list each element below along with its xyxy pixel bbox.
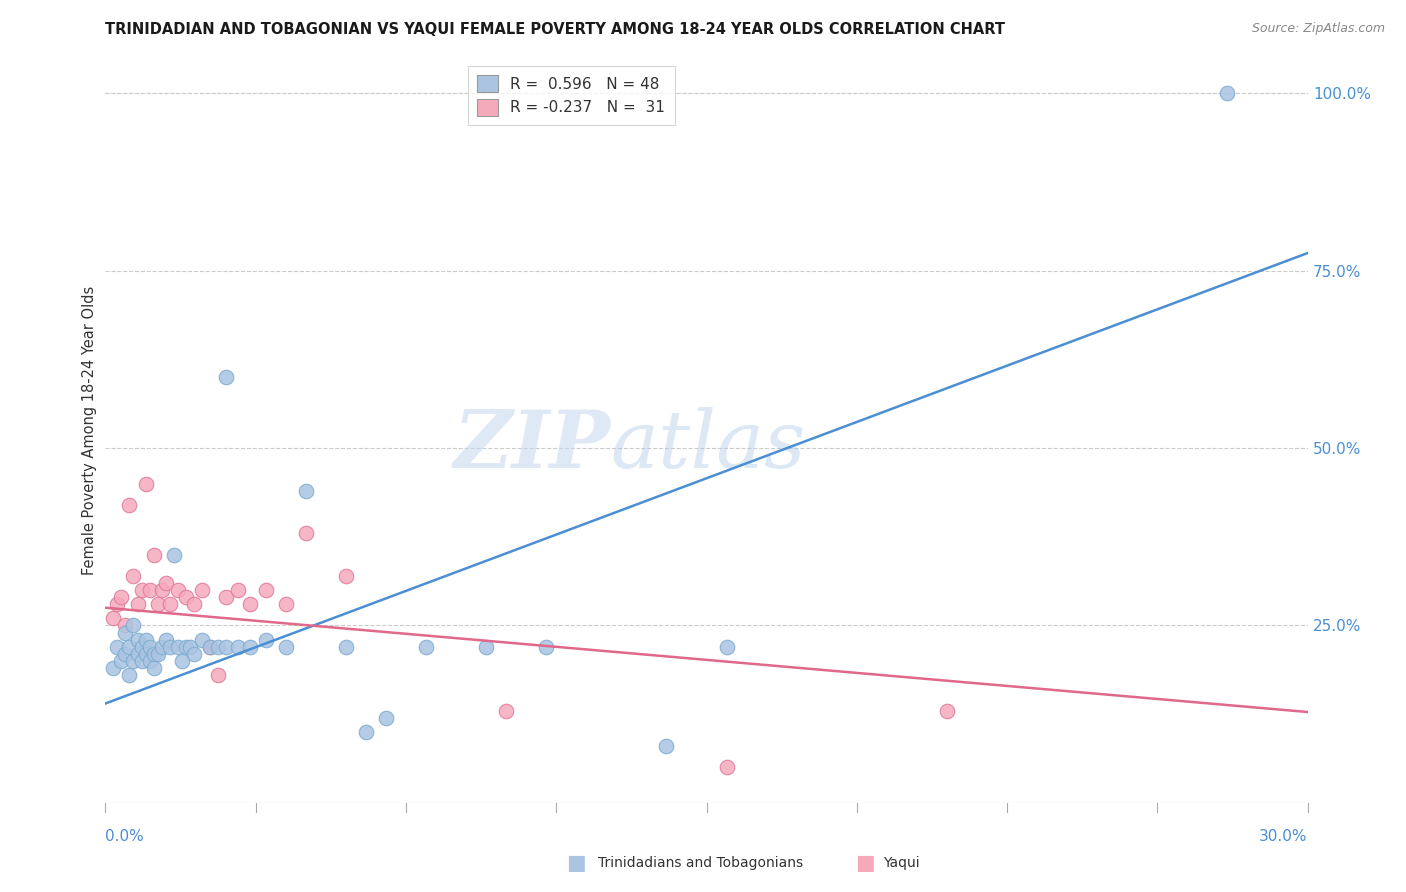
Point (335, 569, 357, 583)
Point (534, 640, 557, 654)
Point (179, 640, 201, 654)
Text: Yaqui: Yaqui (883, 856, 920, 871)
Point (150, 582, 173, 597)
Point (475, 640, 498, 654)
Point (103, 611, 125, 625)
Text: atlas: atlas (610, 407, 806, 484)
Point (118, 640, 141, 654)
Point (155, 575, 177, 590)
Point (127, 597, 149, 611)
Text: 30.0%: 30.0% (1260, 830, 1308, 844)
Point (274, 640, 297, 654)
Point (166, 640, 188, 654)
Point (138, 640, 160, 654)
Point (142, 647, 165, 661)
Point (166, 582, 188, 597)
Text: ■: ■ (567, 854, 586, 873)
Text: Source: ZipAtlas.com: Source: ZipAtlas.com (1251, 22, 1385, 36)
Point (495, 704, 517, 718)
Point (114, 625, 136, 640)
Point (170, 654, 193, 668)
Point (174, 590, 197, 604)
Point (183, 647, 205, 661)
Point (138, 654, 160, 668)
Point (198, 640, 221, 654)
Point (110, 590, 132, 604)
Point (135, 632, 157, 647)
Point (274, 597, 297, 611)
Point (207, 668, 229, 682)
Point (107, 640, 129, 654)
Point (142, 548, 165, 562)
Text: ■: ■ (855, 854, 875, 873)
Point (183, 597, 205, 611)
Point (135, 647, 157, 661)
Point (146, 597, 169, 611)
Point (716, 640, 738, 654)
Point (335, 640, 357, 654)
Point (207, 640, 229, 654)
Point (107, 597, 129, 611)
Point (190, 632, 212, 647)
Point (239, 640, 262, 654)
Point (114, 618, 136, 632)
Point (110, 654, 132, 668)
Point (142, 661, 165, 675)
Point (131, 640, 153, 654)
Legend: R =  0.596   N = 48, R = -0.237   N =  31: R = 0.596 N = 48, R = -0.237 N = 31 (468, 66, 675, 126)
Point (226, 582, 249, 597)
Point (655, 739, 678, 753)
Point (122, 569, 145, 583)
Point (103, 661, 125, 675)
Point (354, 724, 377, 739)
Text: Trinidadians and Tobagonians: Trinidadians and Tobagonians (598, 856, 803, 871)
Point (122, 618, 145, 632)
Text: 0.0%: 0.0% (105, 830, 145, 844)
Point (936, 704, 959, 718)
Point (254, 632, 277, 647)
Y-axis label: Female Poverty Among 18-24 Year Olds: Female Poverty Among 18-24 Year Olds (82, 285, 97, 575)
Point (374, 711, 398, 725)
Point (155, 632, 177, 647)
Point (198, 640, 221, 654)
Point (190, 582, 212, 597)
Point (146, 647, 169, 661)
Point (159, 640, 181, 654)
Point (118, 498, 141, 512)
Point (131, 582, 153, 597)
Point (295, 483, 318, 498)
Point (239, 597, 262, 611)
Point (254, 582, 277, 597)
Point (295, 526, 318, 541)
Point (716, 760, 738, 774)
Point (159, 597, 181, 611)
Point (114, 647, 136, 661)
Point (127, 632, 149, 647)
Point (1216, 87, 1239, 101)
Point (135, 476, 157, 491)
Point (162, 548, 184, 562)
Point (118, 668, 141, 682)
Point (214, 370, 236, 384)
Point (122, 654, 145, 668)
Point (415, 640, 437, 654)
Text: ZIP: ZIP (454, 407, 610, 484)
Point (226, 640, 249, 654)
Point (174, 640, 197, 654)
Point (214, 640, 236, 654)
Point (214, 590, 236, 604)
Point (131, 654, 153, 668)
Point (150, 640, 173, 654)
Text: TRINIDADIAN AND TOBAGONIAN VS YAQUI FEMALE POVERTY AMONG 18-24 YEAR OLDS CORRELA: TRINIDADIAN AND TOBAGONIAN VS YAQUI FEMA… (105, 22, 1005, 37)
Point (138, 582, 160, 597)
Point (127, 647, 149, 661)
